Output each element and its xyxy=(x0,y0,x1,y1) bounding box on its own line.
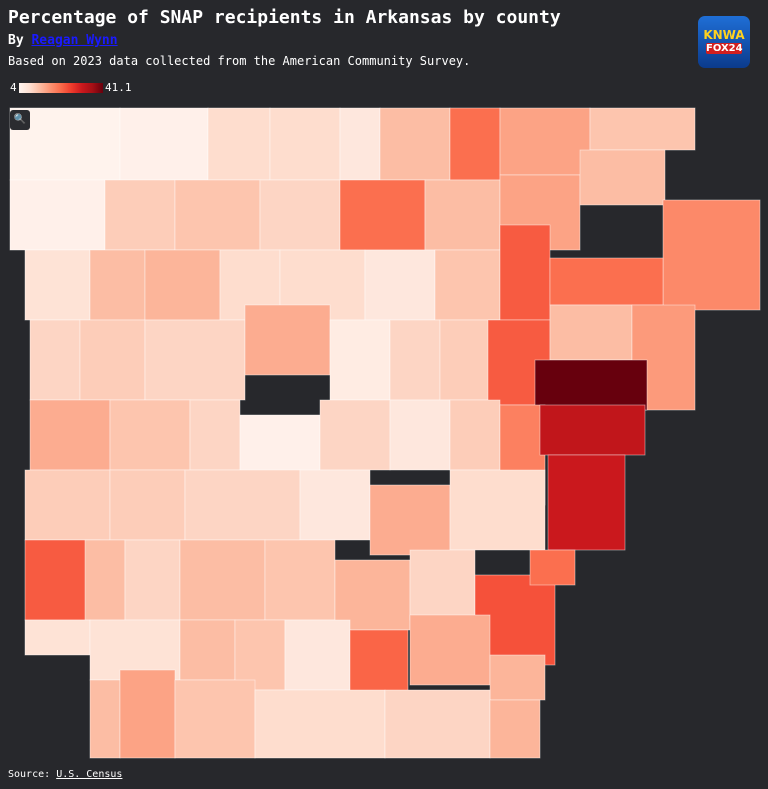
county[interactable] xyxy=(334,559,411,631)
county[interactable] xyxy=(549,257,664,306)
county[interactable] xyxy=(84,539,126,621)
county[interactable] xyxy=(29,319,81,401)
counties xyxy=(9,107,761,759)
county[interactable] xyxy=(369,484,451,556)
county[interactable] xyxy=(409,549,476,621)
county[interactable] xyxy=(489,654,546,701)
county[interactable] xyxy=(119,669,176,759)
county[interactable] xyxy=(449,469,546,551)
county[interactable] xyxy=(389,399,451,471)
county[interactable] xyxy=(259,179,341,251)
county[interactable] xyxy=(254,689,386,759)
county[interactable] xyxy=(174,179,261,251)
county[interactable] xyxy=(424,179,501,251)
county[interactable] xyxy=(434,249,501,321)
county[interactable] xyxy=(109,399,191,471)
county[interactable] xyxy=(284,619,351,691)
county[interactable] xyxy=(329,319,391,401)
county[interactable] xyxy=(662,199,761,311)
county[interactable] xyxy=(529,549,576,586)
county[interactable] xyxy=(174,679,256,759)
source: Source: U.S. Census xyxy=(8,769,122,780)
county[interactable] xyxy=(409,614,491,686)
county[interactable] xyxy=(539,404,646,456)
county[interactable] xyxy=(389,319,441,401)
county[interactable] xyxy=(339,179,426,251)
county[interactable] xyxy=(119,107,209,181)
county[interactable] xyxy=(269,107,341,181)
legend-max: 41.1 xyxy=(105,81,132,94)
legend-bar xyxy=(19,83,103,93)
county[interactable] xyxy=(319,399,391,471)
county[interactable] xyxy=(184,469,301,541)
county[interactable] xyxy=(244,304,331,376)
county[interactable] xyxy=(89,249,146,321)
county[interactable] xyxy=(579,149,666,206)
county[interactable] xyxy=(179,539,266,621)
county[interactable] xyxy=(549,304,633,361)
county[interactable] xyxy=(89,679,121,759)
county[interactable] xyxy=(264,539,336,621)
source-prefix: Source: xyxy=(8,769,51,780)
county[interactable] xyxy=(179,619,236,681)
county[interactable] xyxy=(189,399,241,471)
logo: KNWA FOX24 xyxy=(698,16,750,68)
title: Percentage of SNAP recipients in Arkansa… xyxy=(8,7,561,28)
county[interactable] xyxy=(299,469,371,541)
logo-line: KNWA xyxy=(703,28,745,42)
logo-line: FOX24 xyxy=(706,43,743,54)
subtitle: Based on 2023 data collected from the Am… xyxy=(8,54,471,68)
county[interactable] xyxy=(29,399,111,471)
byline: By Reagan Wynn xyxy=(8,33,118,48)
county[interactable] xyxy=(534,359,648,411)
county[interactable] xyxy=(449,107,501,181)
source-link[interactable]: U.S. Census xyxy=(56,769,123,780)
county[interactable] xyxy=(489,699,541,759)
author-link[interactable]: Reagan Wynn xyxy=(31,33,118,48)
county[interactable] xyxy=(384,689,491,759)
county[interactable] xyxy=(499,224,551,321)
county[interactable] xyxy=(144,319,246,401)
county[interactable] xyxy=(24,619,91,656)
county[interactable] xyxy=(124,539,181,621)
county[interactable] xyxy=(449,399,501,471)
county[interactable] xyxy=(104,179,176,251)
county[interactable] xyxy=(79,319,146,401)
zoom-button[interactable]: 🔍 xyxy=(10,110,30,130)
county[interactable] xyxy=(207,107,271,181)
county[interactable] xyxy=(234,619,286,691)
county[interactable] xyxy=(24,469,111,541)
county[interactable] xyxy=(589,107,696,151)
county[interactable] xyxy=(379,107,451,181)
county[interactable] xyxy=(547,454,626,551)
county[interactable] xyxy=(109,469,186,541)
county[interactable] xyxy=(364,249,436,321)
byline-prefix: By xyxy=(8,33,24,48)
county[interactable] xyxy=(9,179,106,251)
county[interactable] xyxy=(24,249,91,321)
county[interactable] xyxy=(144,249,221,321)
county[interactable] xyxy=(499,107,591,176)
legend-min: 4 xyxy=(10,81,17,94)
county[interactable] xyxy=(339,107,381,181)
